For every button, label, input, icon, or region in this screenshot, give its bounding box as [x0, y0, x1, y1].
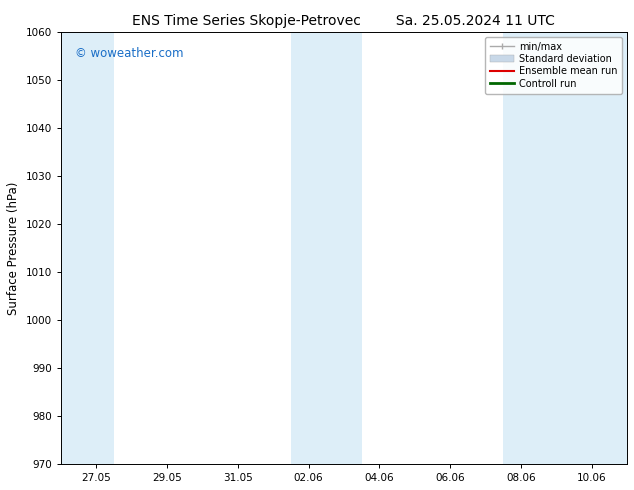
Bar: [61, 32, 114, 464]
Title: ENS Time Series Skopje-Petrovec        Sa. 25.05.2024 11 UTC: ENS Time Series Skopje-Petrovec Sa. 25.0…: [133, 14, 555, 28]
Bar: [503, 32, 574, 464]
Text: © woweather.com: © woweather.com: [75, 47, 183, 60]
Legend: min/max, Standard deviation, Ensemble mean run, Controll run: min/max, Standard deviation, Ensemble me…: [485, 37, 622, 94]
Bar: [574, 32, 627, 464]
Y-axis label: Surface Pressure (hPa): Surface Pressure (hPa): [7, 181, 20, 315]
Bar: [291, 32, 361, 464]
